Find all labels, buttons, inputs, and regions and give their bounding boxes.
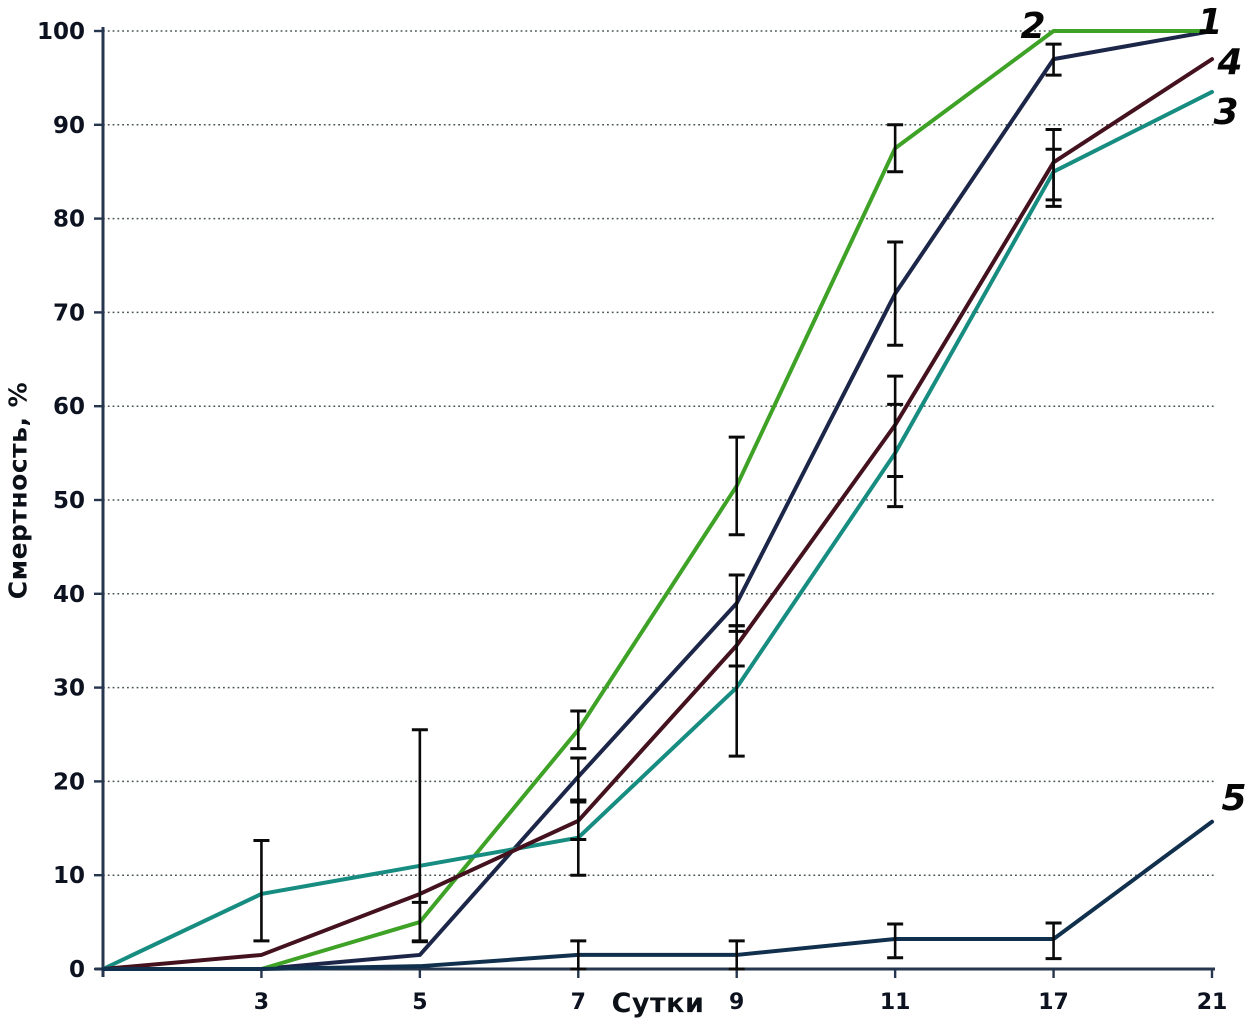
x-tick-label: 5 bbox=[412, 990, 427, 1015]
series-line-4 bbox=[101, 57, 1214, 971]
y-tick-label: 50 bbox=[53, 488, 85, 514]
y-tick-label: 90 bbox=[53, 113, 85, 139]
x-tick-label: 9 bbox=[729, 990, 744, 1015]
y-axis-title: Смертность, % bbox=[3, 381, 33, 600]
x-tick-label: 3 bbox=[254, 990, 269, 1015]
series-end-label-1: 1 bbox=[1197, 2, 1222, 43]
series-line-5 bbox=[101, 819, 1214, 971]
x-axis-title: Сутки bbox=[611, 988, 705, 1019]
y-tick-label: 100 bbox=[37, 19, 85, 45]
series-line-2 bbox=[101, 29, 1214, 971]
x-tick-label: 17 bbox=[1038, 990, 1069, 1015]
x-tick-label: 11 bbox=[880, 990, 911, 1015]
y-tick-label: 60 bbox=[53, 394, 85, 420]
y-tick-label: 70 bbox=[53, 300, 85, 326]
y-tick-label: 80 bbox=[53, 207, 85, 233]
x-tick-label: 21 bbox=[1197, 990, 1228, 1015]
series-end-label-2: 2 bbox=[1020, 6, 1045, 47]
y-tick-label: 0 bbox=[69, 957, 85, 983]
series-line-3 bbox=[101, 89, 1214, 971]
series-end-label-5: 5 bbox=[1221, 778, 1246, 819]
x-tick-label: 7 bbox=[571, 990, 586, 1015]
series-end-label-3: 3 bbox=[1213, 92, 1238, 133]
y-tick-label: 30 bbox=[53, 676, 85, 702]
series-end-label-4: 4 bbox=[1216, 42, 1242, 83]
y-tick-label: 10 bbox=[53, 863, 85, 889]
y-tick-label: 20 bbox=[53, 769, 85, 795]
y-tick-label: 40 bbox=[53, 582, 85, 608]
